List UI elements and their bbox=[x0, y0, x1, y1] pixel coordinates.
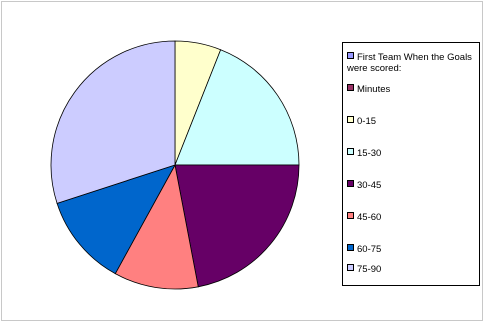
legend-item: First Team When the Goals were scored: bbox=[347, 52, 477, 74]
legend-swatch bbox=[347, 84, 354, 91]
legend: First Team When the Goals were scored: Mi… bbox=[342, 42, 480, 286]
legend-label: 15-30 bbox=[357, 148, 382, 159]
legend-label: 0-15 bbox=[357, 116, 377, 127]
pie-slice-60-75 bbox=[56, 164, 176, 275]
legend-label: Minutes bbox=[357, 84, 391, 95]
legend-label: 30-45 bbox=[357, 180, 382, 191]
legend-swatch bbox=[347, 148, 354, 155]
legend-swatch bbox=[347, 212, 354, 219]
legend-item: 60-75 bbox=[347, 244, 477, 255]
legend-label: 60-75 bbox=[357, 244, 382, 255]
legend-item: 15-30 bbox=[347, 148, 477, 159]
legend-item: 0-15 bbox=[347, 116, 477, 127]
legend-label: First Team When the Goals were scored: bbox=[347, 52, 472, 74]
legend-item: 75-90 bbox=[347, 264, 477, 275]
chart-area: First Team When the Goals were scored: Mi… bbox=[1, 1, 483, 321]
legend-swatch bbox=[347, 244, 354, 251]
legend-item: 30-45 bbox=[347, 180, 477, 191]
pie-chart bbox=[50, 40, 300, 290]
pie-slice-45-60 bbox=[114, 163, 199, 290]
pie-slice-75-90 bbox=[50, 40, 176, 204]
legend-label: 75-90 bbox=[357, 264, 382, 275]
legend-swatch bbox=[347, 52, 354, 59]
pie-slice-15-30 bbox=[174, 49, 300, 166]
legend-label: 45-60 bbox=[357, 212, 382, 223]
legend-swatch bbox=[347, 180, 354, 187]
legend-item: Minutes bbox=[347, 84, 477, 95]
legend-swatch bbox=[347, 116, 354, 123]
legend-item: 45-60 bbox=[347, 212, 477, 223]
pie-slice-30-45 bbox=[174, 164, 300, 288]
legend-swatch bbox=[347, 264, 354, 271]
